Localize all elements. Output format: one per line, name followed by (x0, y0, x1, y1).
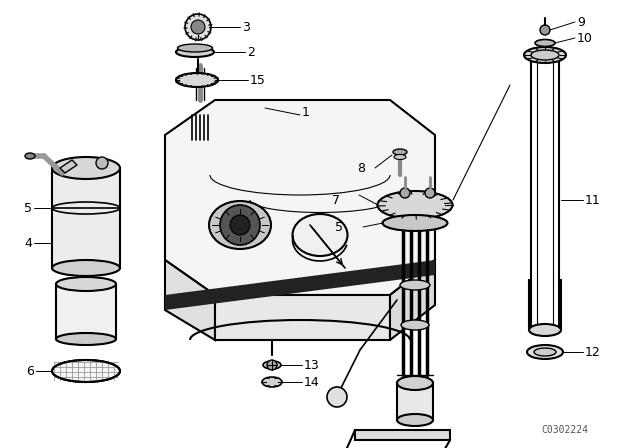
Polygon shape (165, 260, 435, 310)
Ellipse shape (393, 149, 407, 155)
Ellipse shape (527, 345, 563, 359)
Text: 5: 5 (335, 220, 343, 233)
Text: C0302224: C0302224 (541, 425, 589, 435)
Text: 8: 8 (357, 161, 365, 175)
Ellipse shape (394, 155, 406, 159)
Ellipse shape (176, 47, 214, 57)
Circle shape (400, 188, 410, 198)
Circle shape (230, 215, 250, 235)
Text: 11: 11 (585, 194, 601, 207)
Text: 5: 5 (24, 202, 32, 215)
Ellipse shape (529, 324, 561, 336)
Text: 9: 9 (577, 16, 585, 29)
Polygon shape (52, 168, 120, 268)
Ellipse shape (52, 260, 120, 276)
Ellipse shape (531, 50, 559, 60)
Polygon shape (165, 100, 435, 295)
Ellipse shape (56, 333, 116, 345)
Ellipse shape (397, 376, 433, 390)
Circle shape (191, 20, 205, 34)
Ellipse shape (56, 277, 116, 291)
Ellipse shape (176, 73, 218, 87)
Ellipse shape (262, 377, 282, 387)
Polygon shape (355, 430, 450, 440)
Text: 10: 10 (577, 31, 593, 44)
Text: 3: 3 (242, 21, 250, 34)
Ellipse shape (263, 361, 281, 369)
Circle shape (425, 188, 435, 198)
Ellipse shape (535, 39, 555, 47)
Ellipse shape (292, 214, 348, 256)
Text: 4: 4 (24, 237, 32, 250)
Polygon shape (397, 383, 433, 420)
Circle shape (220, 205, 260, 245)
Text: 15: 15 (250, 73, 266, 86)
Ellipse shape (52, 360, 120, 382)
Polygon shape (215, 295, 390, 340)
Circle shape (540, 25, 550, 35)
Text: 1: 1 (302, 105, 310, 119)
Polygon shape (60, 160, 77, 173)
Polygon shape (165, 260, 215, 340)
Ellipse shape (401, 320, 429, 330)
Ellipse shape (534, 348, 556, 356)
Text: 2: 2 (247, 46, 255, 59)
Polygon shape (56, 284, 116, 339)
Ellipse shape (524, 47, 566, 63)
Ellipse shape (52, 157, 120, 179)
Circle shape (267, 360, 277, 370)
Ellipse shape (383, 215, 447, 231)
Circle shape (327, 387, 347, 407)
Text: 14: 14 (304, 375, 320, 388)
Ellipse shape (209, 201, 271, 249)
Ellipse shape (397, 414, 433, 426)
Ellipse shape (400, 280, 430, 290)
Ellipse shape (25, 153, 35, 159)
Text: 13: 13 (304, 358, 320, 371)
Circle shape (96, 157, 108, 169)
Polygon shape (390, 260, 435, 340)
Ellipse shape (177, 44, 212, 52)
Text: 12: 12 (585, 345, 601, 358)
Text: 7: 7 (332, 194, 340, 207)
Circle shape (185, 14, 211, 40)
Text: 6: 6 (26, 365, 34, 378)
Ellipse shape (378, 191, 452, 219)
